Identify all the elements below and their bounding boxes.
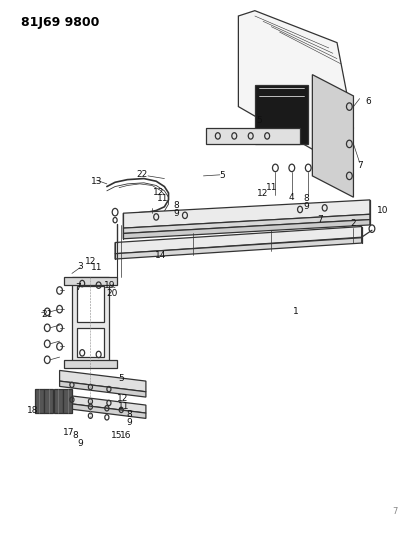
Polygon shape [206,128,300,144]
Text: 16: 16 [120,431,131,440]
Polygon shape [238,11,353,149]
Text: 7: 7 [392,507,397,516]
Polygon shape [60,394,146,413]
Polygon shape [54,389,63,413]
Text: 15: 15 [111,431,122,440]
Polygon shape [115,238,362,259]
Polygon shape [77,286,104,322]
Text: 12: 12 [152,189,164,197]
Polygon shape [123,220,370,239]
Text: 11: 11 [118,402,129,410]
Polygon shape [60,381,146,397]
Text: 9: 9 [77,439,83,448]
Text: 2: 2 [351,220,356,228]
Polygon shape [123,214,370,233]
Text: 10: 10 [376,206,388,215]
Polygon shape [312,75,353,197]
Polygon shape [60,370,146,392]
Text: 8: 8 [303,195,309,203]
Text: 9: 9 [303,202,309,211]
Polygon shape [63,389,72,413]
Text: 17: 17 [63,429,75,437]
Polygon shape [72,277,109,362]
Text: 12: 12 [257,189,269,198]
Text: 5: 5 [256,117,262,125]
Text: 14: 14 [155,252,166,260]
Text: 13: 13 [91,177,102,185]
Text: 8: 8 [174,201,180,210]
Text: 11: 11 [266,183,277,192]
Polygon shape [60,402,146,418]
Text: 7: 7 [357,161,363,169]
Text: 7: 7 [318,215,323,224]
Text: 3: 3 [77,262,83,271]
Text: 9: 9 [127,418,132,426]
Text: 11: 11 [157,195,168,203]
Text: 9: 9 [174,209,180,217]
Polygon shape [64,277,117,285]
Text: 19: 19 [104,281,116,289]
Text: 5: 5 [118,374,124,383]
Text: 81J69 9800: 81J69 9800 [21,16,99,29]
Text: 4: 4 [289,193,295,201]
Text: 1: 1 [293,308,299,316]
Text: 21: 21 [42,310,53,319]
Polygon shape [64,360,117,368]
Text: 12: 12 [117,394,128,403]
Text: 7: 7 [75,284,81,292]
Polygon shape [44,389,53,413]
Text: 20: 20 [106,289,118,297]
Text: 12: 12 [85,257,96,265]
Polygon shape [255,85,308,144]
Text: 5: 5 [219,172,225,180]
Text: 8: 8 [127,410,132,419]
Polygon shape [35,389,44,413]
Text: 11: 11 [91,263,102,272]
Polygon shape [115,227,362,254]
Text: 18: 18 [27,406,39,415]
Text: 22: 22 [136,171,148,179]
Polygon shape [77,328,104,357]
Text: 8: 8 [72,432,78,440]
Text: 6: 6 [365,97,371,106]
Polygon shape [123,200,370,228]
